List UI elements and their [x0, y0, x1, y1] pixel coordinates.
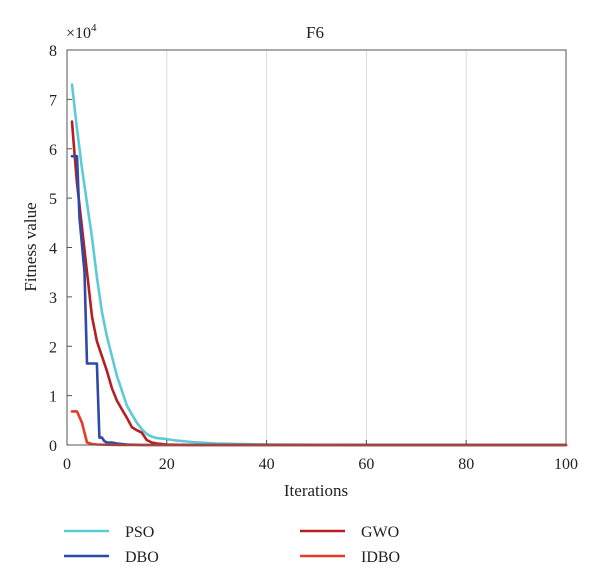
y-multiplier-base: ×10	[66, 25, 91, 42]
y-ticks: 0 1 2 3 4 5 6 7 8	[49, 43, 72, 455]
x-tick-label: 80	[458, 456, 474, 473]
legend-label-idbo: IDBO	[361, 549, 400, 566]
y-tick-label: 2	[49, 339, 57, 356]
series-line-pso	[70, 83, 568, 447]
x-tick-label: 20	[159, 456, 175, 473]
y-tick-label: 4	[49, 241, 57, 258]
x-tick-label: 0	[63, 456, 71, 473]
y-multiplier-exponent: 4	[91, 22, 97, 34]
chart-title: F6	[306, 23, 324, 42]
series-lines	[70, 83, 568, 447]
series-line-dbo	[70, 154, 568, 447]
series-line-gwo	[70, 120, 568, 447]
x-tick-label: 100	[554, 456, 578, 473]
y-tick-label: 3	[49, 290, 57, 307]
x-ticks: 0 20 40 60 80 100	[63, 440, 578, 473]
x-tick-label: 40	[259, 456, 275, 473]
y-multiplier: ×104	[66, 22, 97, 42]
x-tick-label: 60	[358, 456, 374, 473]
legend-label-gwo: GWO	[361, 524, 399, 541]
plot-frame	[66, 49, 567, 446]
y-tick-label: 1	[49, 389, 57, 406]
y-tick-label: 5	[49, 191, 57, 208]
y-tick-label: 7	[49, 92, 57, 109]
legend: PSO GWO DBO IDBO	[64, 524, 400, 566]
grid	[166, 50, 467, 445]
y-tick-label: 6	[49, 142, 57, 159]
y-tick-label: 0	[49, 438, 57, 455]
y-axis-label: Fitness value	[21, 202, 40, 291]
y-tick-label: 8	[49, 43, 57, 60]
x-axis-label: Iterations	[284, 481, 348, 500]
legend-label-dbo: DBO	[125, 549, 159, 566]
legend-label-pso: PSO	[125, 524, 154, 541]
